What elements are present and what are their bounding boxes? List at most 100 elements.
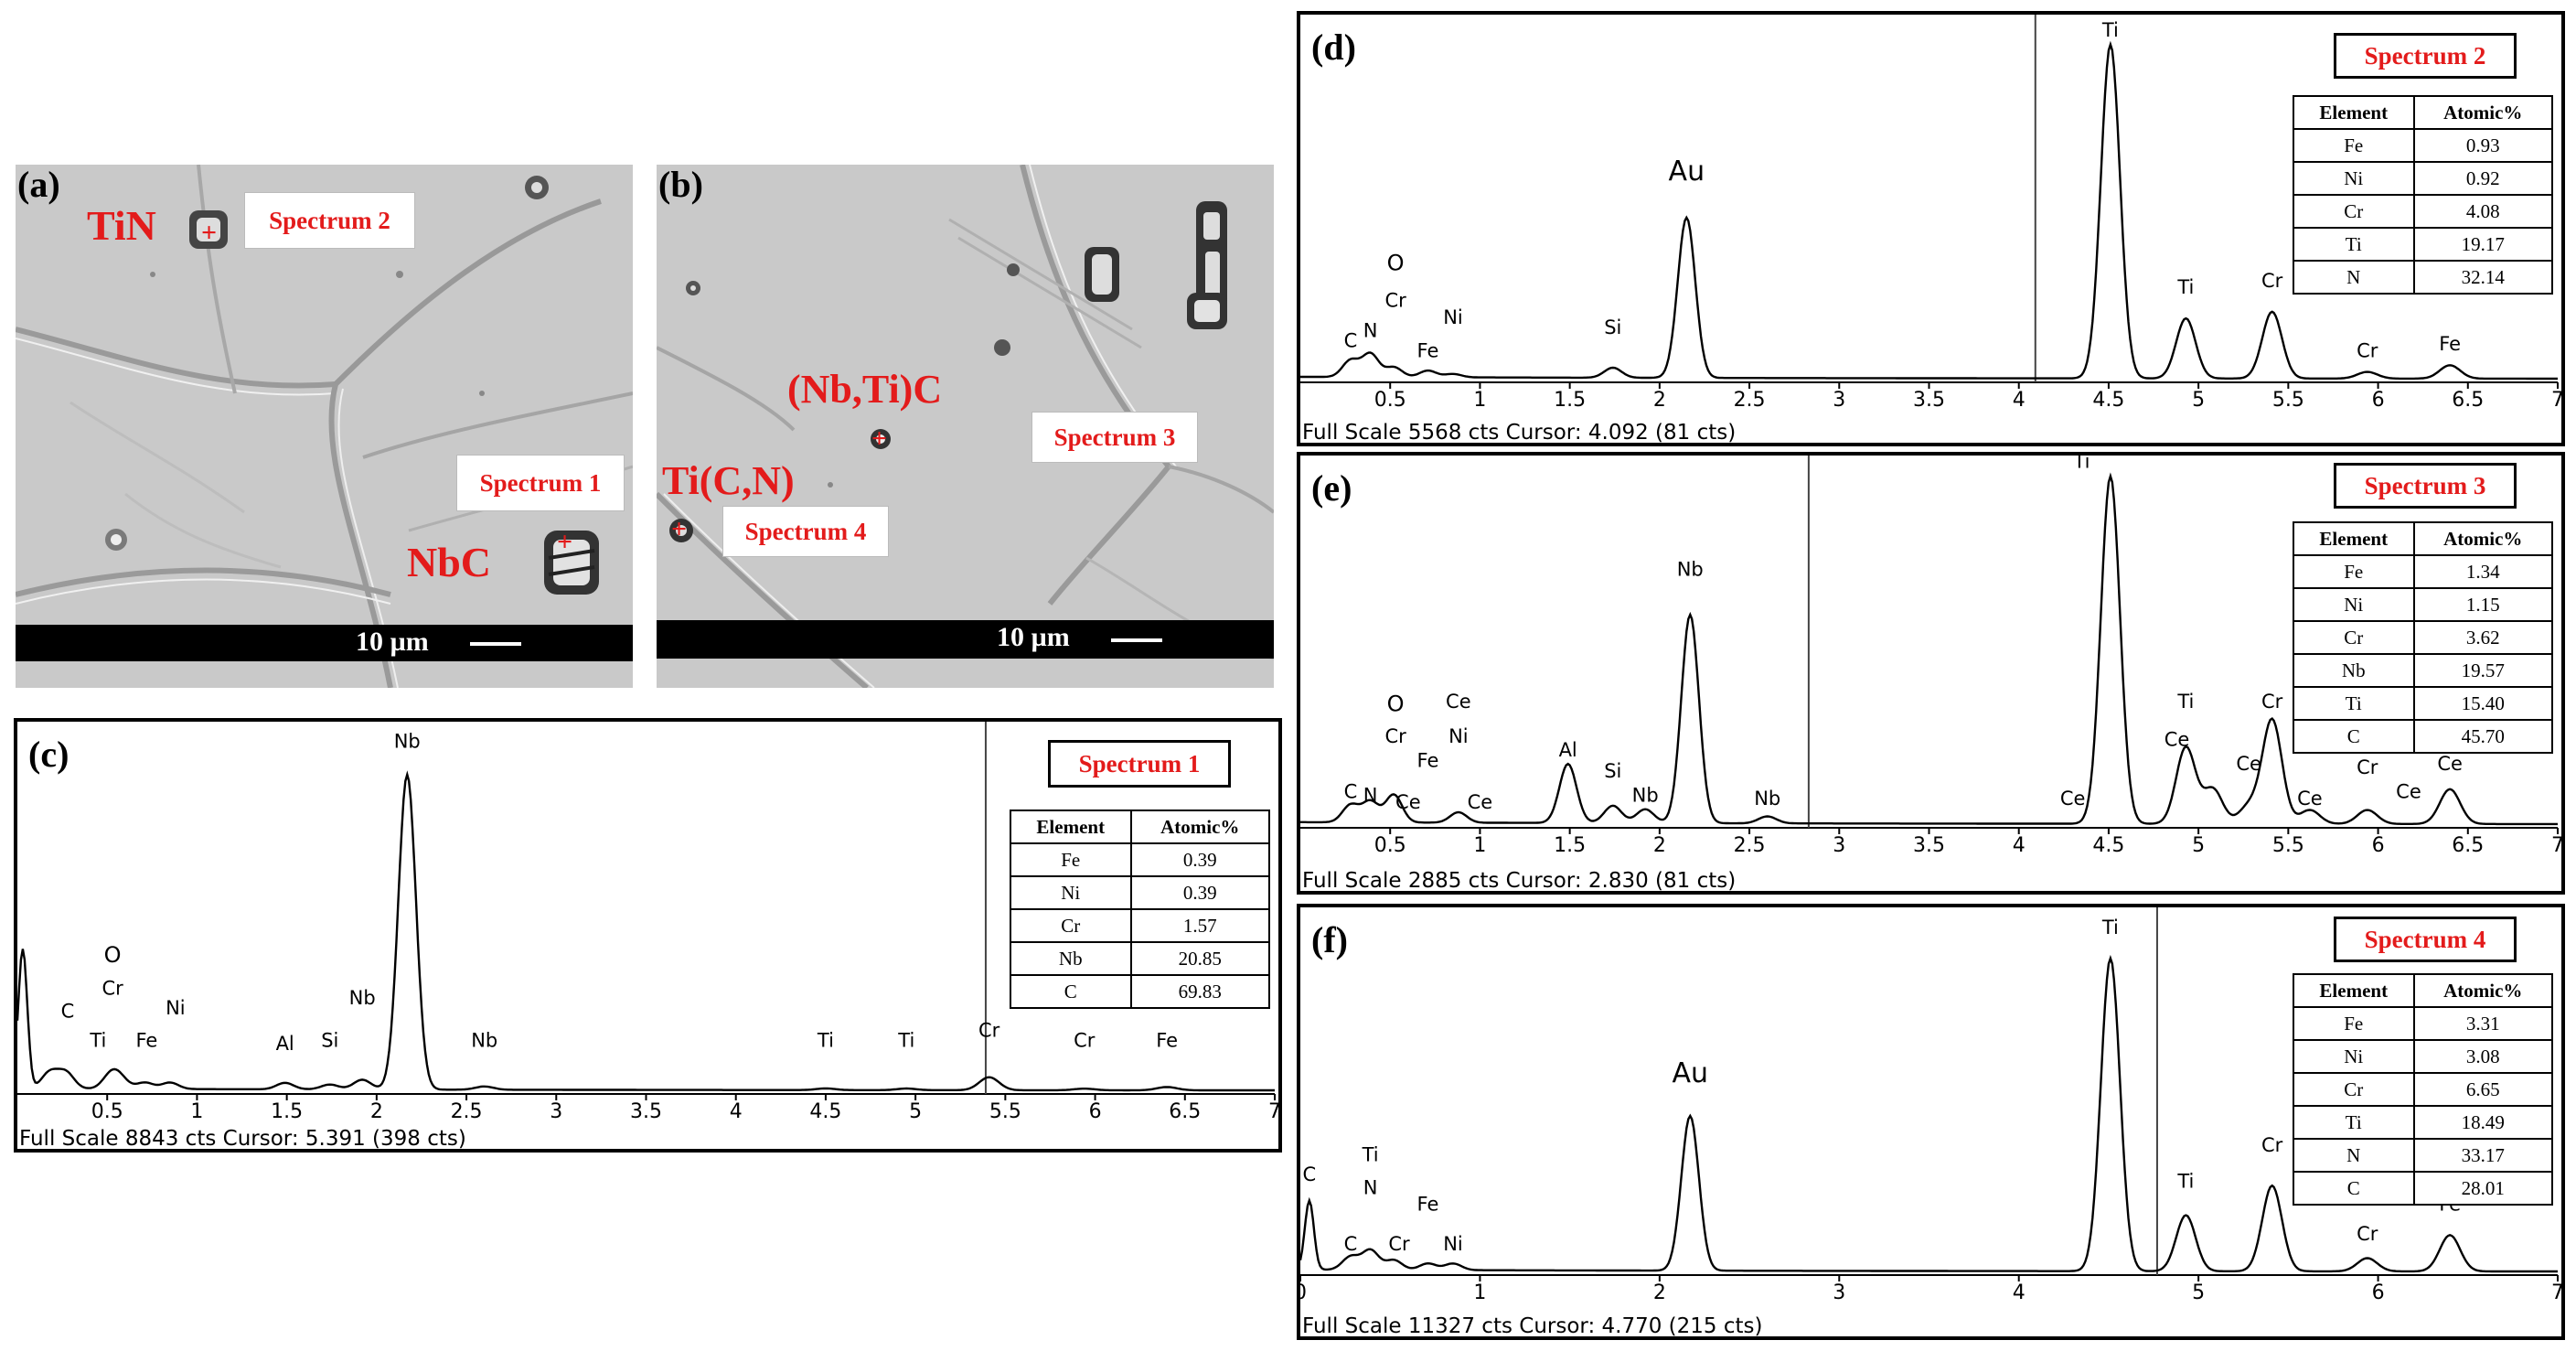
- peak-label: Nb: [1677, 558, 1704, 580]
- peak-label: Al: [1559, 739, 1577, 761]
- peak-label: Si: [1604, 760, 1621, 782]
- spectrum-panel-c: 0.5 1 1.5 2 2.5 3 3.5 4 4.5 5 5.5 6 6.5 7 C O Cr Ti Fe Ni Al…: [14, 718, 1282, 1153]
- atomic-percent-cell: 20.85: [1129, 941, 1270, 976]
- peak-label: Ti: [2072, 456, 2090, 473]
- peak-label: Nb: [1632, 784, 1659, 806]
- peak-label: Au: [1669, 155, 1705, 188]
- peak-label: Cr: [1388, 1233, 1410, 1255]
- element-cell: C: [2293, 719, 2415, 754]
- table-row: Ni 0.39: [1010, 875, 1270, 910]
- atomic-percent-cell: 19.17: [2412, 227, 2553, 262]
- x-tick-label: 7: [2551, 834, 2561, 857]
- atomic-percent-cell: 1.15: [2412, 587, 2553, 622]
- table-row: Fe 3.31: [2293, 1006, 2553, 1041]
- x-tick-label: 1.5: [1554, 389, 1586, 412]
- element-cell: Nb: [1010, 941, 1132, 976]
- table-row: N 32.14: [2293, 260, 2553, 295]
- element-cell: C: [1010, 974, 1132, 1009]
- atomic-percent-cell: 0.39: [1129, 842, 1270, 877]
- atomic-percent-cell: 15.40: [2412, 686, 2553, 721]
- x-tick-label: 2: [1653, 389, 1666, 412]
- table-header-element: Element: [2293, 973, 2415, 1008]
- x-tick-label: 6: [2372, 1281, 2385, 1304]
- x-tick-label: 5: [2192, 389, 2205, 412]
- x-tick-label: 1.5: [1554, 834, 1586, 857]
- x-tick-label: 4: [730, 1100, 743, 1123]
- x-tick-label: 3: [1833, 389, 1845, 412]
- peak-label: C: [1344, 1233, 1358, 1255]
- peak-label: Ce: [2437, 753, 2463, 775]
- scale-text-a: 10 µm: [356, 627, 429, 657]
- peak-label: Ce: [1395, 791, 1421, 813]
- peak-label: Ti: [2101, 19, 2119, 41]
- peak-label: Cr: [2261, 1134, 2283, 1156]
- element-cell: N: [2293, 260, 2415, 295]
- x-tick-label: 6: [2372, 389, 2385, 412]
- spectrum-title-e: Spectrum 3: [2334, 463, 2517, 509]
- x-tick-label: 3: [1833, 1281, 1845, 1304]
- table-row: Fe 0.93: [2293, 128, 2553, 163]
- element-cell: Ni: [2293, 161, 2415, 196]
- atomic-percent-cell: 0.93: [2412, 128, 2553, 163]
- x-tick-label: 2: [370, 1100, 383, 1123]
- peak-label: Ni: [1443, 306, 1463, 328]
- peak-label: Cr: [2357, 756, 2378, 778]
- element-cell: Fe: [1010, 842, 1132, 877]
- x-tick-label: 3: [1833, 834, 1845, 857]
- atomic-percent-cell: 28.01: [2412, 1171, 2553, 1206]
- element-cell: Ti: [2293, 1105, 2415, 1140]
- panel-label-a: (a): [17, 165, 60, 205]
- x-tick-label: 0.5: [91, 1100, 123, 1123]
- x-tick-label: 5.5: [2272, 389, 2304, 412]
- peak-label: Ni: [166, 997, 186, 1019]
- x-tick-label: 6: [2372, 834, 2385, 857]
- panel-label-c: (c): [28, 734, 69, 775]
- composition-table-c: Element Atomic% Fe 0.39 Ni 0.39 Cr 1.57 Nb 20.8…: [1010, 810, 1270, 1009]
- peak-label: Nb: [1754, 788, 1780, 810]
- element-cell: Ti: [2293, 686, 2415, 721]
- panel-label-f: (f): [1311, 919, 1348, 960]
- spectrum-trace: [17, 770, 1275, 1092]
- peak-label: Fe: [2439, 333, 2461, 355]
- status-line-d: Full Scale 5568 cts Cursor: 4.092 (81 ct…: [1302, 421, 1737, 445]
- x-tick-label: 4: [2013, 834, 2026, 857]
- atomic-percent-cell: 3.08: [2412, 1039, 2553, 1074]
- x-tick-label: 0.5: [1374, 389, 1406, 412]
- peak-label: Ti: [2176, 276, 2194, 298]
- element-cell: Cr: [1010, 908, 1132, 943]
- table-row: Ni 0.92: [2293, 161, 2553, 196]
- x-tick-label: 6: [1089, 1100, 1102, 1123]
- element-cell: Fe: [2293, 128, 2415, 163]
- peak-label: Au: [1672, 1057, 1708, 1089]
- table-row: C 69.83: [1010, 974, 1270, 1009]
- peak-label: Fe: [1156, 1029, 1178, 1051]
- atomic-percent-cell: 69.83: [1129, 974, 1270, 1009]
- spectrum-panel-f: 01234567CTiNCCrFeNiAuTiTiCrCrFe (f) Spec…: [1297, 904, 2565, 1340]
- peak-label: Ti: [1362, 1144, 1379, 1166]
- atomic-percent-cell: 19.57: [2412, 653, 2553, 688]
- table-header-element: Element: [2293, 95, 2415, 130]
- panel-label-d: (d): [1311, 27, 1356, 68]
- peak-label: Ti: [2101, 917, 2119, 938]
- x-tick-label: 2: [1653, 1281, 1666, 1304]
- x-tick-label: 5: [2192, 1281, 2205, 1304]
- spectrum-title-c: Spectrum 1: [1048, 740, 1231, 788]
- phase-label-nbtic: (Nb,Ti)C: [787, 367, 943, 412]
- x-tick-label: 3.5: [1913, 389, 1945, 412]
- atomic-percent-cell: 3.31: [2412, 1006, 2553, 1041]
- element-cell: Fe: [2293, 554, 2415, 589]
- spectrum-2-marker: +: [201, 218, 218, 248]
- peak-label: C: [1302, 1163, 1316, 1185]
- table-row: C 45.70: [2293, 719, 2553, 754]
- table-header-element: Element: [1010, 810, 1132, 844]
- table-row: Ni 3.08: [2293, 1039, 2553, 1074]
- scale-bar-a: 10 µm: [16, 625, 633, 661]
- x-tick-label: 2: [1653, 834, 1666, 857]
- element-cell: Nb: [2293, 653, 2415, 688]
- spectrum-4-tag: Spectrum 4: [722, 506, 889, 557]
- spectrum-2-tag: Spectrum 2: [244, 192, 415, 249]
- spectrum-panel-e: 0.5 1 1.5 2 2.5 3 3.5 4 4.5 5 5.5 6 6.5 7 C N O Cr Ce Ni Fe C…: [1297, 452, 2565, 895]
- table-row: Ti 19.17: [2293, 227, 2553, 262]
- x-tick-label: 1: [1473, 834, 1486, 857]
- phase-label-ticn: Ti(C,N): [662, 458, 795, 503]
